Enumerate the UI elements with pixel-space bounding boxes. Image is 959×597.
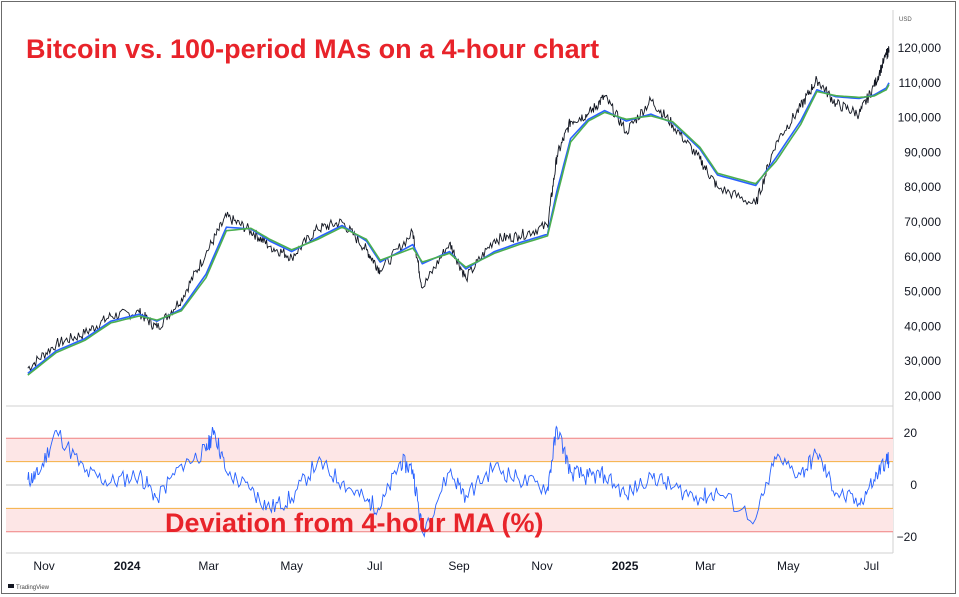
price-tick-label: 90,000 (904, 145, 941, 159)
price-series-group (27, 46, 890, 372)
price-y-axis: 20,000 30,000 40,000 50,000 60,000 70,000 80,0… (898, 41, 942, 403)
upper-band-fill (6, 438, 893, 462)
price-tick-label: 110,000 (899, 76, 942, 90)
deviation-y-axis: 20 0 −20 (897, 426, 918, 544)
price-tick-label: 70,000 (904, 215, 941, 229)
deviation-bands (6, 437, 893, 533)
deviation-series-group (27, 425, 890, 538)
price-tick-label: 60,000 (904, 250, 941, 264)
x-tick-label: Jul (367, 559, 382, 573)
price-tick-label: 50,000 (904, 285, 941, 299)
price-tick-label: 30,000 (904, 354, 941, 368)
x-tick-label: May (777, 559, 800, 573)
price-tick-label: 120,000 (898, 41, 942, 55)
x-tick-label: 2025 (612, 559, 639, 573)
tradingview-brand: TradingView (16, 585, 50, 591)
bitcoin-price-line (27, 46, 890, 372)
deviation-line (27, 425, 890, 538)
price-tick-label: 100,000 (898, 111, 942, 125)
lower-band-fill (6, 508, 893, 532)
deviation-tick-label: 20 (904, 426, 918, 440)
tradingview-logo: TradingView (8, 584, 50, 591)
moving-averages-group (27, 82, 890, 376)
price-tick-label: 20,000 (904, 389, 941, 403)
x-tick-label: Mar (198, 559, 219, 573)
x-tick-label: Jul (864, 559, 879, 573)
price-tick-label: 40,000 (904, 319, 941, 333)
currency-label: USD (899, 17, 912, 23)
x-tick-label: Nov (531, 559, 552, 573)
time-x-axis: Nov 2024 Mar May Jul Sep Nov 2025 Mar May Jul (33, 559, 879, 573)
x-tick-label: Nov (33, 559, 54, 573)
tradingview-icon (8, 584, 14, 588)
x-tick-label: Mar (695, 559, 716, 573)
deviation-tick-label: 0 (910, 478, 917, 492)
deviation-tick-label: −20 (897, 530, 918, 544)
ma-line-blue (27, 82, 890, 375)
price-tick-label: 80,000 (904, 180, 941, 194)
x-tick-label: May (280, 559, 303, 573)
ma-line-green (27, 84, 890, 376)
x-tick-label: Sep (448, 559, 470, 573)
chart-title: Bitcoin vs. 100-period MAs on a 4-hour c… (26, 34, 599, 64)
x-tick-label: 2024 (114, 559, 141, 573)
deviation-title: Deviation from 4-hour MA (%) (165, 508, 544, 538)
